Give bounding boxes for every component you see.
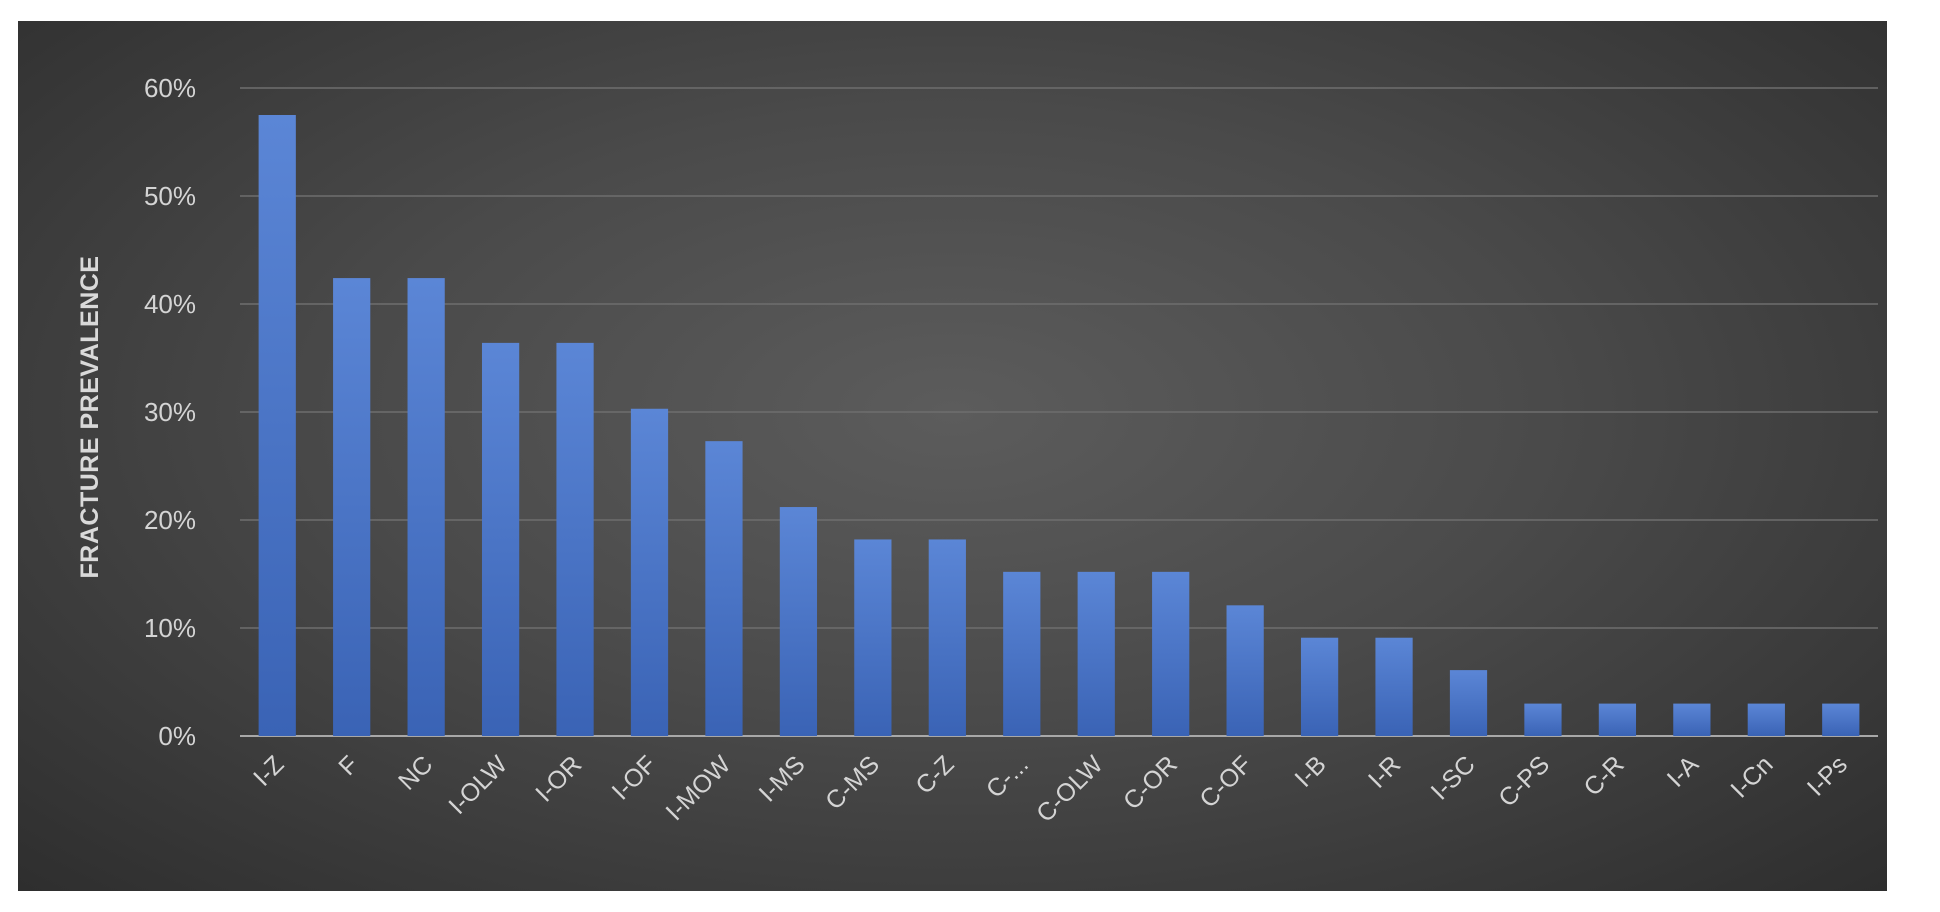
bar: [1077, 571, 1115, 736]
x-tick-label: I-OR: [530, 750, 587, 807]
x-tick-label: C-OF: [1194, 750, 1257, 813]
x-axis-labels: I-Z F NC I-OLW I-OR I-OFI-MOW I-MS C-MS C-Z C-...…: [248, 750, 1853, 828]
x-tick-label: I-Ps: [1802, 750, 1853, 801]
bar: [407, 278, 445, 736]
bar: [1524, 703, 1562, 736]
bar: [1747, 703, 1785, 736]
y-tick-label: 10%: [144, 613, 196, 643]
y-tick-label: 40%: [144, 289, 196, 319]
y-tick-label: 20%: [144, 505, 196, 535]
bar: [481, 342, 520, 736]
bar: [258, 115, 296, 736]
bar: [1598, 703, 1637, 736]
y-axis-ticks: 0% 10% 20% 30% 40% 50% 60%: [144, 73, 196, 751]
x-tick-label: I-MOW: [660, 750, 736, 826]
x-tick-label: C-R: [1578, 750, 1629, 801]
x-tick-label: C-OLW: [1031, 750, 1109, 828]
bar: [779, 507, 818, 736]
bar: [928, 539, 966, 736]
x-tick-label: NC: [393, 750, 438, 795]
bar: [1673, 703, 1711, 736]
x-tick-label: I-MS: [754, 750, 811, 807]
x-tick-label: I-SC: [1426, 750, 1481, 805]
x-tick-label: I-OLW: [443, 750, 513, 820]
bar: [630, 408, 669, 736]
bar: [333, 278, 371, 736]
bar: [1449, 670, 1488, 736]
bar: [1003, 571, 1041, 736]
y-tick-label: 50%: [144, 181, 196, 211]
chart-panel: 0% 10% 20% 30% 40% 50% 60% I-Z F NC I-OLW I-OR I-OF…: [18, 21, 1887, 891]
x-tick-label: C-PS: [1493, 750, 1555, 812]
bar: [1822, 703, 1860, 736]
bars: [258, 115, 1860, 736]
x-tick-label: F: [333, 750, 364, 781]
bar: [705, 441, 743, 736]
bar-chart: 0% 10% 20% 30% 40% 50% 60% I-Z F NC I-OLW I-OR I-OF…: [76, 73, 1878, 828]
x-tick-label: C-OR: [1118, 750, 1183, 815]
y-axis-title: FRACTURE PREVALENCE: [76, 256, 104, 579]
bar: [1300, 637, 1339, 736]
bar: [1152, 571, 1190, 736]
bar: [854, 539, 892, 736]
x-tick-label: I-A: [1662, 750, 1705, 793]
x-tick-label: I-Cn: [1725, 750, 1778, 803]
x-tick-label: I-R: [1363, 750, 1406, 793]
bar: [1375, 637, 1413, 736]
x-tick-label: C-...: [981, 750, 1034, 803]
x-tick-label: I-Z: [248, 750, 289, 791]
y-tick-label: 30%: [144, 397, 196, 427]
x-tick-label: I-OF: [607, 750, 662, 805]
y-tick-label: 0%: [158, 721, 196, 751]
bar: [1226, 605, 1264, 736]
x-tick-label: C-MS: [820, 750, 885, 815]
y-tick-label: 60%: [144, 73, 196, 103]
x-tick-label: C-Z: [910, 750, 959, 799]
x-tick-label: I-B: [1289, 750, 1331, 792]
bar: [556, 342, 594, 736]
